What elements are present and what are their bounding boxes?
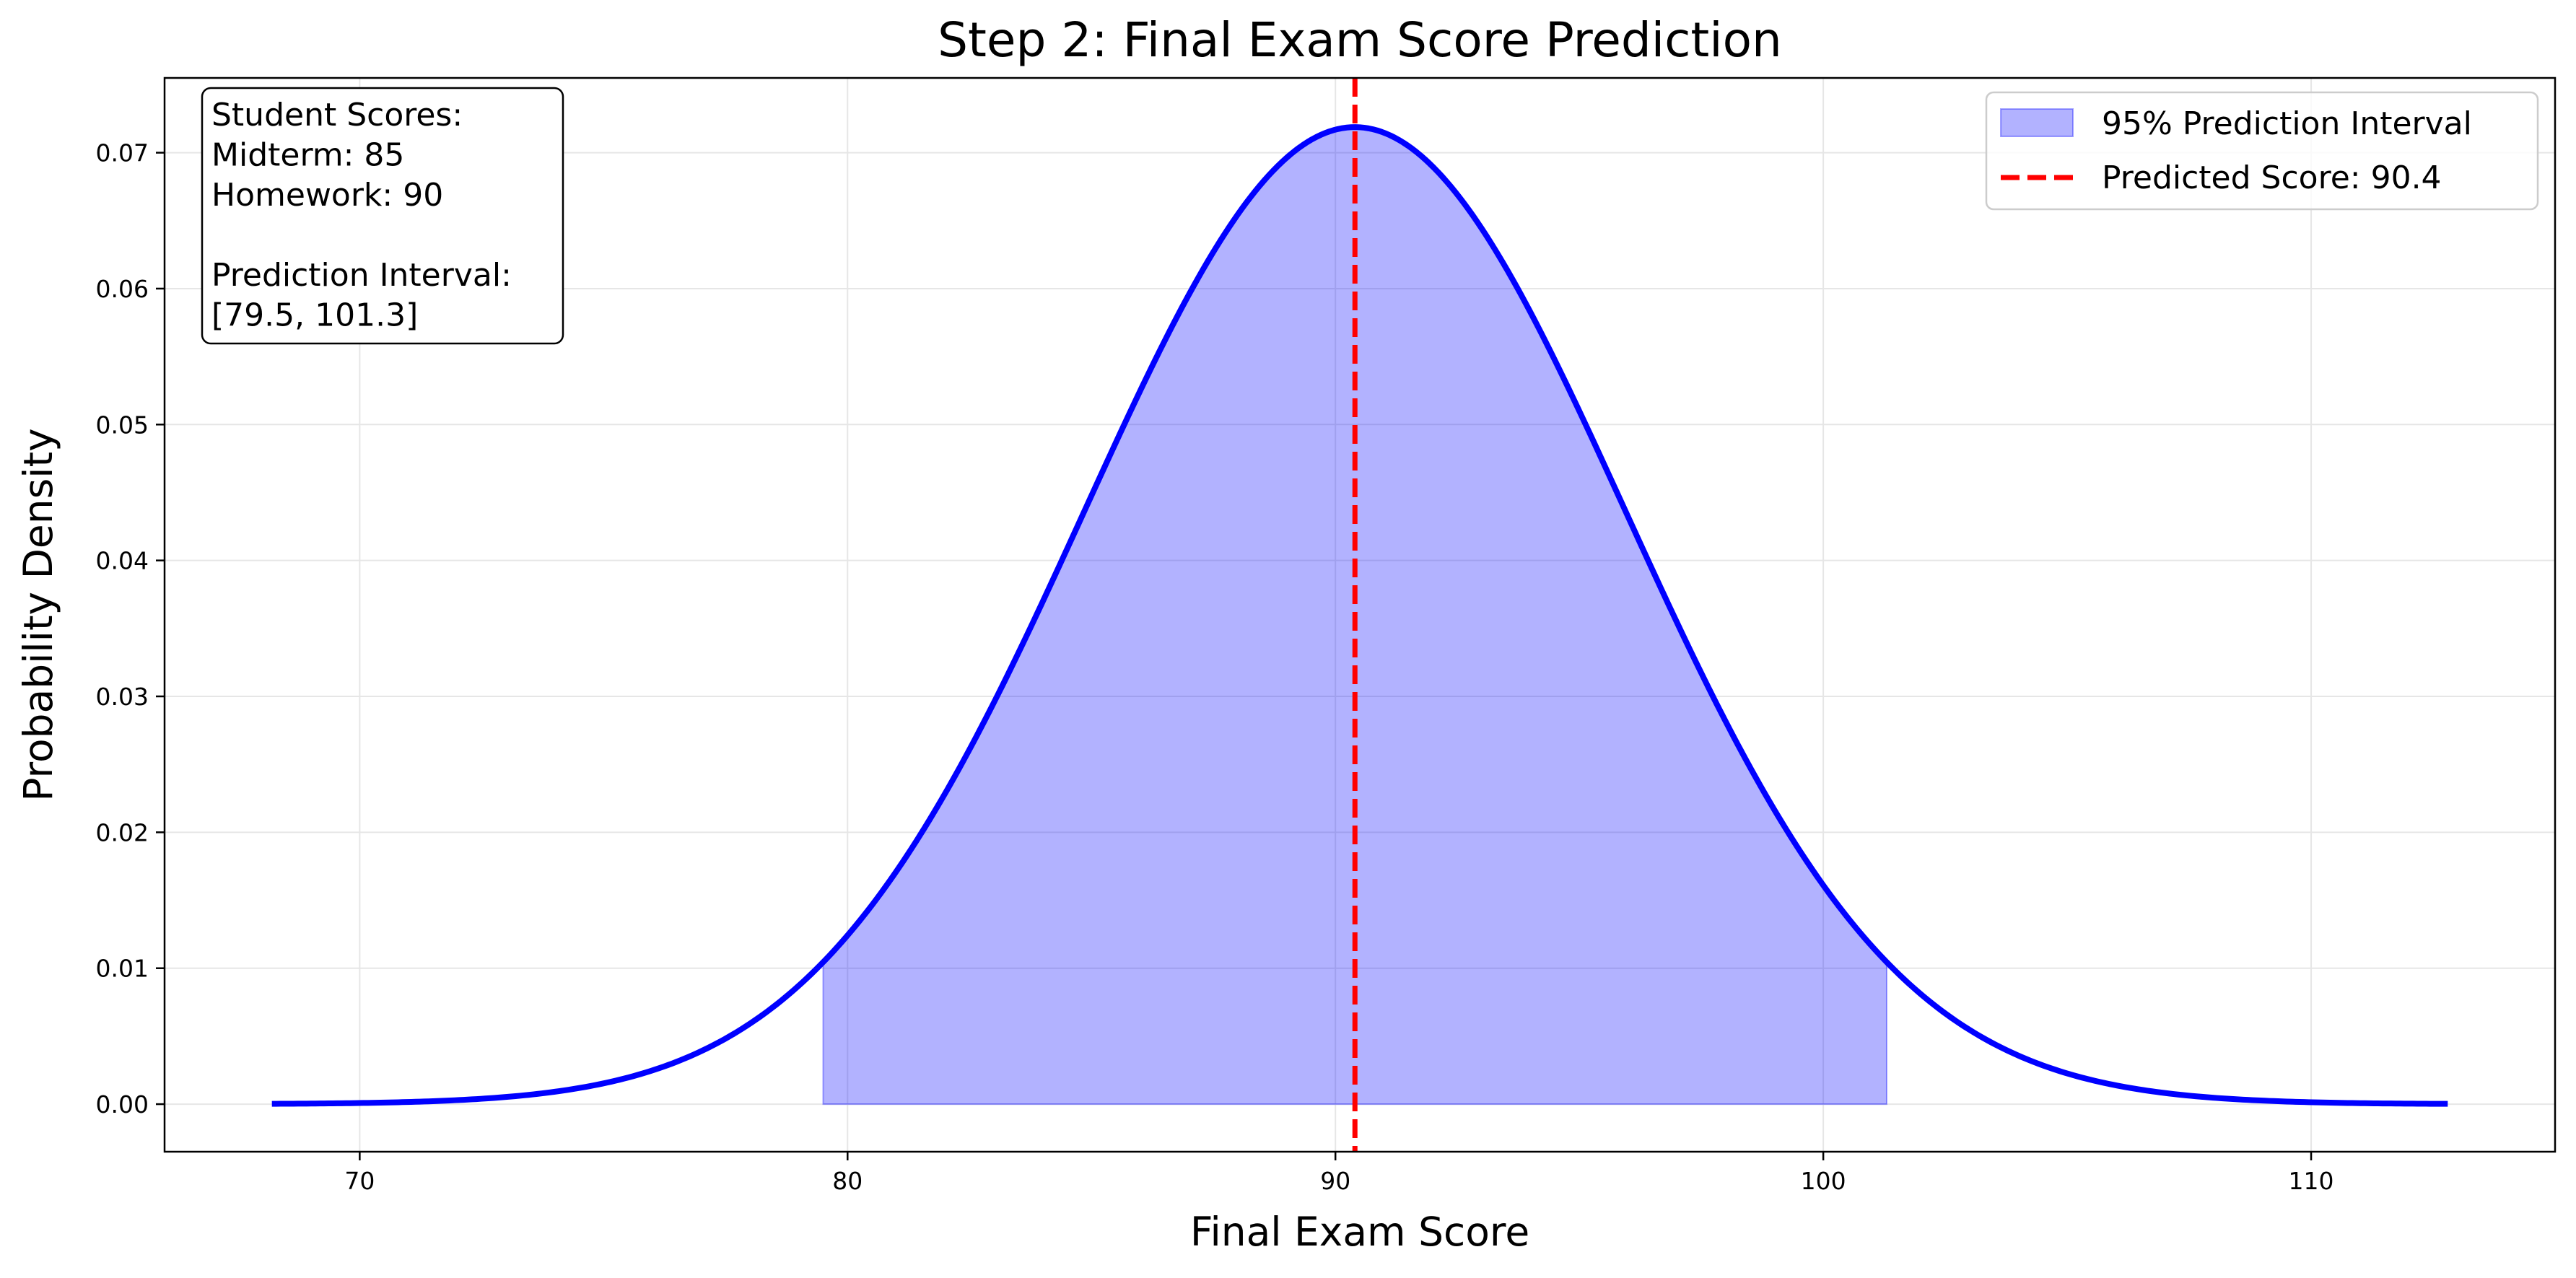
x-tick-label: 70 xyxy=(344,1167,375,1195)
info-box-line: Student Scores: xyxy=(211,97,463,134)
gridlines xyxy=(165,78,2555,1152)
y-tick-label: 0.00 xyxy=(96,1090,149,1119)
info-box-line: Homework: 90 xyxy=(211,177,443,214)
y-tick-label: 0.01 xyxy=(96,955,149,983)
x-tick-label: 80 xyxy=(832,1167,863,1195)
info-box-line: [79.5, 101.3] xyxy=(211,297,418,334)
y-axis-ticks: 0.00 0.01 0.02 0.03 0.04 0.05 0.06 0.07 xyxy=(96,139,165,1119)
y-tick-label: 0.02 xyxy=(96,818,149,846)
legend-label-predicted-score: Predicted Score: 90.4 xyxy=(2102,159,2442,196)
info-box-line: Prediction Interval: xyxy=(211,257,512,294)
legend-label-prediction-interval: 95% Prediction Interval xyxy=(2102,105,2472,142)
y-axis-label: Probability Density xyxy=(15,428,61,801)
y-tick-label: 0.05 xyxy=(96,411,149,439)
y-tick-label: 0.06 xyxy=(96,275,149,303)
x-tick-label: 100 xyxy=(1801,1167,1846,1195)
x-axis-label: Final Exam Score xyxy=(1190,1209,1529,1255)
legend-swatch-prediction-interval xyxy=(2000,108,2074,137)
info-box-frame xyxy=(201,87,564,345)
axes-frame xyxy=(163,76,2557,1153)
info-box: Student Scores: Midterm: 85 Homework: 90… xyxy=(201,87,564,345)
x-tick-label: 90 xyxy=(1320,1167,1350,1195)
y-tick-label: 0.03 xyxy=(96,683,149,711)
density-curve xyxy=(271,124,2448,1107)
legend-frame xyxy=(1985,91,2539,211)
y-tick-label: 0.07 xyxy=(96,139,149,167)
y-tick-label: 0.04 xyxy=(96,547,149,575)
x-axis-ticks: 70 80 90 100 110 xyxy=(344,1152,2334,1195)
x-tick-label: 110 xyxy=(2289,1167,2334,1195)
info-box-line: Midterm: 85 xyxy=(211,137,404,174)
legend: 95% Prediction Interval Predicted Score:… xyxy=(1985,91,2539,211)
chart-title: Step 2: Final Exam Score Prediction xyxy=(938,12,1782,68)
